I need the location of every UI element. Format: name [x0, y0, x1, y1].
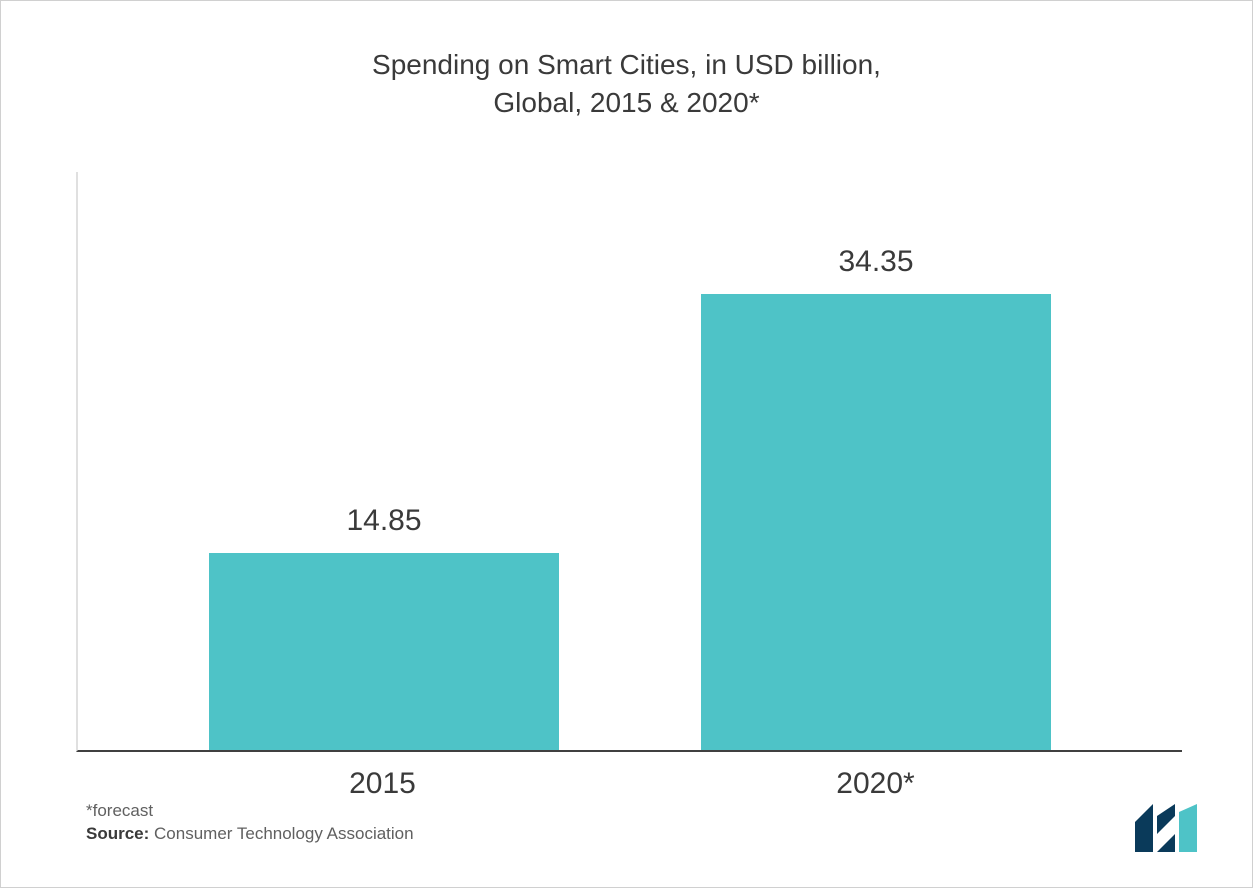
footnotes: *forecast Source: Consumer Technology As…: [86, 801, 414, 847]
bar-value-2020: 34.35: [838, 245, 913, 279]
x-axis-labels: 2015 2020*: [76, 752, 1182, 801]
chart-title: Spending on Smart Cities, in USD billion…: [71, 46, 1182, 122]
source-note: Source: Consumer Technology Association: [86, 824, 414, 844]
bar-2015: [209, 553, 559, 750]
forecast-note: *forecast: [86, 801, 414, 821]
source-value: Consumer Technology Association: [154, 824, 414, 843]
title-line-2: Global, 2015 & 2020*: [493, 87, 759, 118]
logo-icon: [1135, 804, 1207, 852]
bars-container: 14.85 34.35: [78, 172, 1182, 750]
plot-area: 14.85 34.35: [76, 172, 1182, 752]
bar-group-2015: 14.85: [209, 172, 559, 750]
title-line-1: Spending on Smart Cities, in USD billion…: [372, 49, 881, 80]
bar-value-2015: 14.85: [346, 504, 421, 538]
x-label-2015: 2015: [208, 767, 558, 801]
bar-2020: [701, 294, 1051, 749]
company-logo: [1135, 804, 1207, 857]
x-label-2020: 2020*: [701, 767, 1051, 801]
source-label: Source:: [86, 824, 149, 843]
chart-container: Spending on Smart Cities, in USD billion…: [0, 0, 1253, 888]
bar-group-2020: 34.35: [701, 172, 1051, 750]
